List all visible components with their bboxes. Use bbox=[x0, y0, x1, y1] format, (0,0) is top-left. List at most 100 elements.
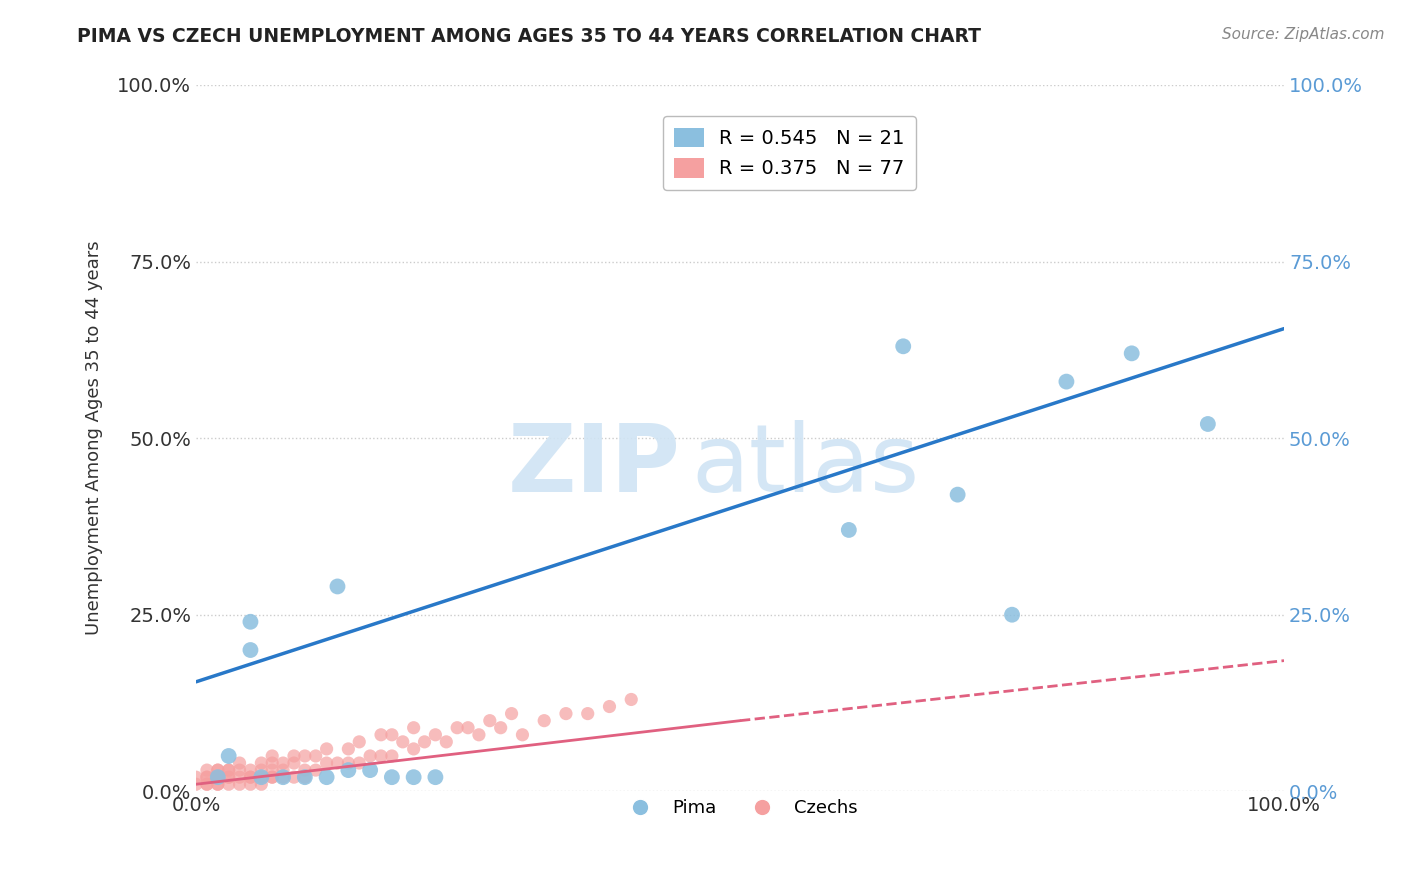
Point bbox=[326, 579, 349, 593]
Point bbox=[489, 721, 512, 735]
Point bbox=[250, 770, 273, 784]
Point bbox=[359, 749, 381, 764]
Point bbox=[195, 770, 218, 784]
Point bbox=[218, 763, 240, 777]
Point bbox=[337, 742, 360, 756]
Point bbox=[218, 749, 240, 764]
Point bbox=[239, 777, 262, 791]
Point bbox=[207, 763, 229, 777]
Point bbox=[250, 777, 273, 791]
Point bbox=[838, 523, 860, 537]
Point bbox=[195, 763, 218, 777]
Text: Source: ZipAtlas.com: Source: ZipAtlas.com bbox=[1222, 27, 1385, 42]
Point bbox=[207, 770, 229, 784]
Point bbox=[228, 770, 250, 784]
Point bbox=[283, 770, 305, 784]
Point bbox=[891, 339, 914, 353]
Point bbox=[294, 763, 316, 777]
Point bbox=[262, 770, 284, 784]
Point bbox=[337, 756, 360, 770]
Point bbox=[1054, 375, 1077, 389]
Point bbox=[228, 777, 250, 791]
Text: atlas: atlas bbox=[692, 420, 920, 512]
Point bbox=[250, 770, 273, 784]
Point bbox=[1001, 607, 1024, 622]
Point bbox=[262, 749, 284, 764]
Point bbox=[218, 777, 240, 791]
Point bbox=[305, 763, 328, 777]
Point bbox=[620, 692, 643, 706]
Point bbox=[370, 749, 392, 764]
Point bbox=[283, 749, 305, 764]
Point bbox=[512, 728, 534, 742]
Point bbox=[533, 714, 555, 728]
Point bbox=[294, 749, 316, 764]
Point bbox=[239, 770, 262, 784]
Point bbox=[218, 770, 240, 784]
Text: PIMA VS CZECH UNEMPLOYMENT AMONG AGES 35 TO 44 YEARS CORRELATION CHART: PIMA VS CZECH UNEMPLOYMENT AMONG AGES 35… bbox=[77, 27, 981, 45]
Point bbox=[195, 777, 218, 791]
Point bbox=[413, 735, 436, 749]
Point bbox=[271, 770, 294, 784]
Point bbox=[207, 770, 229, 784]
Point bbox=[207, 777, 229, 791]
Point bbox=[315, 756, 337, 770]
Point bbox=[184, 777, 207, 791]
Point bbox=[207, 763, 229, 777]
Point bbox=[501, 706, 523, 721]
Point bbox=[218, 763, 240, 777]
Point bbox=[262, 763, 284, 777]
Point bbox=[283, 756, 305, 770]
Point bbox=[294, 770, 316, 784]
Point bbox=[239, 615, 262, 629]
Point bbox=[457, 721, 479, 735]
Point bbox=[1197, 417, 1219, 431]
Point bbox=[271, 756, 294, 770]
Point bbox=[239, 770, 262, 784]
Point bbox=[271, 763, 294, 777]
Point bbox=[207, 770, 229, 784]
Point bbox=[262, 756, 284, 770]
Point bbox=[425, 770, 447, 784]
Point bbox=[207, 777, 229, 791]
Point bbox=[315, 770, 337, 784]
Point bbox=[468, 728, 491, 742]
Point bbox=[1121, 346, 1143, 360]
Point bbox=[576, 706, 599, 721]
Text: ZIP: ZIP bbox=[508, 420, 681, 512]
Point bbox=[207, 770, 229, 784]
Point bbox=[555, 706, 578, 721]
Point bbox=[381, 770, 404, 784]
Point bbox=[250, 763, 273, 777]
Point bbox=[434, 735, 457, 749]
Point bbox=[262, 770, 284, 784]
Point bbox=[239, 763, 262, 777]
Point bbox=[359, 763, 381, 777]
Point bbox=[250, 756, 273, 770]
Point bbox=[228, 756, 250, 770]
Point bbox=[184, 770, 207, 784]
Point bbox=[239, 643, 262, 657]
Point bbox=[337, 763, 360, 777]
Point bbox=[446, 721, 468, 735]
Point bbox=[349, 756, 371, 770]
Point bbox=[305, 749, 328, 764]
Point bbox=[195, 770, 218, 784]
Point bbox=[294, 770, 316, 784]
Point bbox=[326, 756, 349, 770]
Point bbox=[370, 728, 392, 742]
Point bbox=[478, 714, 501, 728]
Point bbox=[228, 763, 250, 777]
Point bbox=[946, 488, 969, 502]
Point bbox=[381, 728, 404, 742]
Point bbox=[425, 728, 447, 742]
Point bbox=[195, 777, 218, 791]
Point bbox=[271, 770, 294, 784]
Point bbox=[315, 742, 337, 756]
Point bbox=[402, 770, 425, 784]
Point bbox=[381, 749, 404, 764]
Point bbox=[218, 770, 240, 784]
Y-axis label: Unemployment Among Ages 35 to 44 years: Unemployment Among Ages 35 to 44 years bbox=[86, 241, 103, 635]
Point bbox=[402, 721, 425, 735]
Point bbox=[349, 735, 371, 749]
